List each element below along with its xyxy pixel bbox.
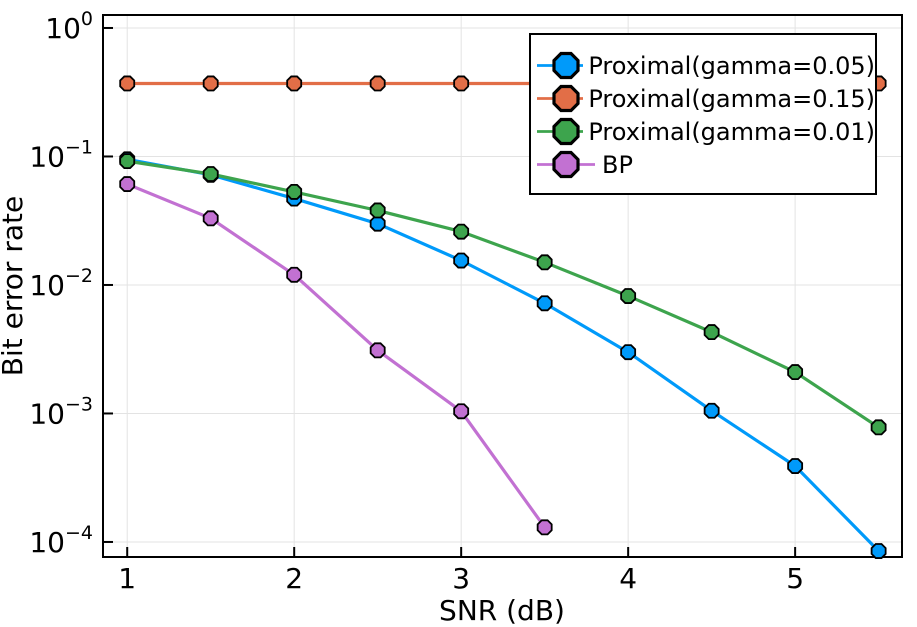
data-point — [119, 153, 136, 170]
y-tick-label: 10−4 — [29, 522, 93, 559]
data-point — [369, 75, 386, 92]
x-tick-label: 3 — [452, 562, 470, 595]
legend-marker-proximal-gamma-0.01 — [537, 117, 584, 146]
legend-label: Proximal(gamma=0.05) — [588, 51, 875, 80]
legend-octagon-swatch — [552, 117, 580, 146]
legend-marker-bp — [537, 150, 595, 179]
data-point — [369, 342, 386, 359]
legend: Proximal(gamma=0.05) Proximal(gamma=0.15… — [529, 33, 877, 195]
data-point — [202, 210, 219, 227]
legend-octagon-swatch — [552, 150, 580, 179]
data-point — [119, 75, 136, 92]
legend-label: Proximal(gamma=0.15) — [588, 84, 875, 113]
y-tick-label: 10−3 — [29, 393, 93, 430]
legend-marker-proximal-gamma-0.05 — [537, 51, 584, 80]
legend-entry-bp: BP — [531, 148, 875, 181]
y-tick-label: 10−1 — [29, 136, 93, 173]
data-point — [536, 254, 553, 271]
data-point — [369, 202, 386, 219]
data-point — [286, 75, 303, 92]
data-point — [453, 75, 470, 92]
data-point — [369, 215, 386, 232]
data-point — [286, 183, 303, 200]
x-tick-label: 5 — [786, 562, 804, 595]
data-point — [787, 364, 804, 380]
data-point — [536, 519, 553, 536]
data-point — [703, 402, 720, 419]
data-point — [536, 295, 553, 312]
plot-frame — [102, 14, 903, 558]
data-point — [787, 458, 804, 474]
series-line-0 — [125, 157, 881, 553]
x-tick-label: 1 — [118, 562, 136, 595]
data-point — [620, 344, 637, 361]
data-point — [870, 543, 887, 559]
y-tick-label: 10−2 — [29, 265, 93, 302]
data-point — [453, 403, 470, 420]
data-point — [703, 324, 720, 340]
data-point — [453, 223, 470, 240]
legend-entry-proximal-gamma-0.05: Proximal(gamma=0.05) — [531, 49, 875, 82]
data-point — [870, 419, 887, 436]
data-point — [202, 75, 219, 92]
data-point — [202, 166, 219, 182]
series-line-2 — [125, 159, 881, 429]
series-line-3 — [125, 182, 547, 529]
legend-label: BP — [602, 150, 633, 179]
x-tick-label: 4 — [619, 562, 637, 595]
x-axis-label: SNR (dB) — [439, 594, 565, 627]
y-tick-label: 100 — [45, 8, 93, 45]
x-tick-label: 2 — [285, 562, 303, 595]
legend-octagon-swatch — [552, 84, 580, 113]
legend-octagon-swatch — [552, 51, 580, 80]
legend-entry-proximal-gamma-0.01: Proximal(gamma=0.01) — [531, 115, 875, 148]
legend-label: Proximal(gamma=0.01) — [588, 117, 875, 146]
data-point — [453, 252, 470, 269]
y-axis-label: Bit error rate — [0, 196, 29, 376]
data-point — [620, 288, 637, 304]
legend-entry-proximal-gamma-0.15: Proximal(gamma=0.15) — [531, 82, 875, 115]
data-point — [119, 176, 136, 192]
data-point — [286, 266, 303, 283]
legend-marker-proximal-gamma-0.15 — [537, 84, 584, 113]
